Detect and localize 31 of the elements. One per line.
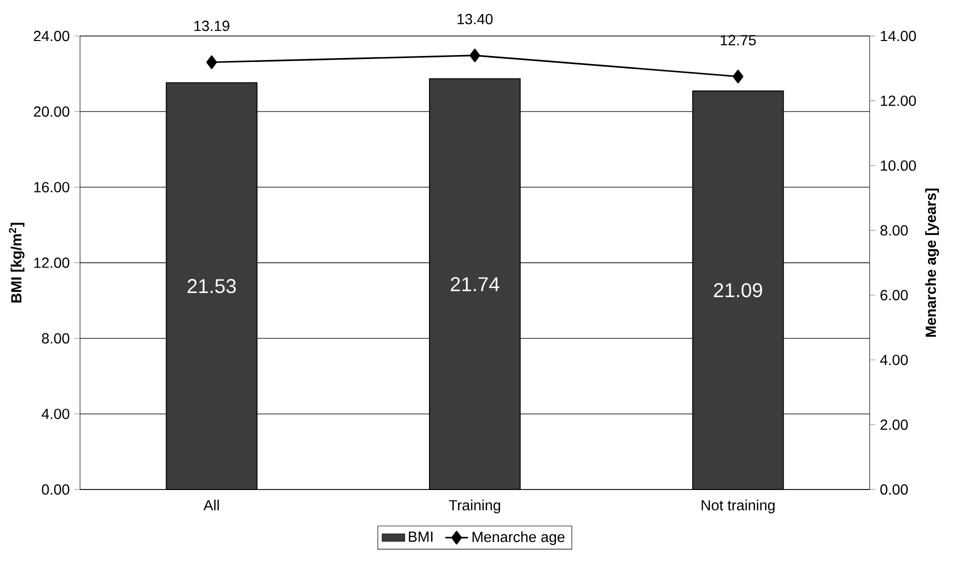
y-axis-title: BMI [kg/m$^{2}$]	[8, 223, 24, 303]
y2-axis-title: Menarche age [years]	[925, 188, 939, 338]
point	[206, 56, 217, 70]
y2-tick-label: 4.00	[880, 354, 908, 366]
data-label: 21.09	[714, 283, 762, 298]
y2-tick-label: 10.00	[880, 160, 916, 172]
y-tick-label: 0.00	[42, 484, 70, 495]
point	[732, 70, 744, 84]
y2-tick-label: 0.00	[880, 484, 908, 495]
data-label: 21.53	[188, 279, 236, 294]
data-label: 13.19	[194, 20, 230, 32]
x-tick-label: Training	[448, 500, 500, 514]
y-tick-label: 20.00	[34, 106, 70, 118]
point	[470, 48, 480, 62]
y2-tick-label: 6.00	[880, 290, 908, 301]
y-tick-label: 24.00	[34, 31, 70, 42]
x-tick-label: All	[204, 500, 219, 511]
y2-tick-label: 12.00	[880, 96, 916, 106]
x-tick-label: Not training	[702, 500, 775, 514]
legend-label: BMI	[408, 532, 432, 542]
y2-tick-label: 14.00	[880, 31, 916, 42]
y2-tick-label: 8.00	[880, 225, 908, 236]
legend-label: Menarche age	[472, 532, 564, 546]
y-tick-label: 8.00	[42, 333, 70, 344]
y-tick-label: 12.00	[34, 258, 70, 268]
data-label: 12.75	[720, 35, 756, 46]
data-label: 21.74	[450, 277, 500, 292]
y-tick-label: 4.00	[42, 408, 70, 420]
y-tick-label: 16.00	[34, 182, 70, 193]
data-label: 13.40	[458, 14, 493, 25]
y2-tick-label: 2.00	[880, 420, 908, 430]
